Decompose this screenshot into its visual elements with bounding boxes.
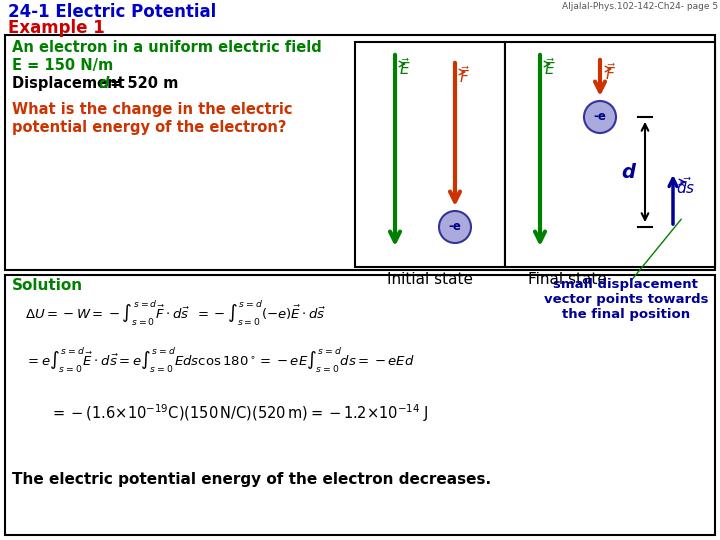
Text: $= e\int_{s=0}^{s=d}\vec{E}\cdot d\vec{s}= e\int_{s=0}^{s=d}Eds\cos 180^\circ= -: $= e\int_{s=0}^{s=d}\vec{E}\cdot d\vec{s… (25, 345, 415, 374)
Circle shape (584, 101, 616, 133)
Text: 24-1 Electric Potential: 24-1 Electric Potential (8, 3, 216, 21)
Text: $\vec{F}$: $\vec{F}$ (459, 65, 470, 86)
Text: small displacement
vector points towards
the final position: small displacement vector points towards… (544, 278, 708, 321)
Text: $\vec{F}$: $\vec{F}$ (605, 62, 616, 83)
Text: $\vec{E}$: $\vec{E}$ (544, 57, 556, 78)
Text: = 520 m: = 520 m (105, 76, 179, 91)
Circle shape (439, 211, 471, 243)
Text: -e: -e (593, 111, 606, 124)
Bar (355, 42, 505, 267)
Text: Final state: Final state (528, 272, 607, 287)
Bar (5, 275, 715, 535)
Text: What is the change in the electric: What is the change in the electric (12, 102, 292, 117)
Text: $\vec{ds}$: $\vec{ds}$ (676, 176, 696, 197)
Text: E = 150 N/m: E = 150 N/m (12, 58, 113, 73)
Text: $\Delta U = -W = -\int_{s=0}^{s=d}\vec{F}\cdot d\vec{s}\;\;= -\int_{s=0}^{s=d}(-: $\Delta U = -W = -\int_{s=0}^{s=d}\vec{F… (25, 298, 326, 327)
Text: d: d (98, 76, 109, 91)
Text: $= -(1.6{\times}10^{-19}\mathrm{C})(150\,\mathrm{N/C})(520\,\mathrm{m})= -1.2{\t: $= -(1.6{\times}10^{-19}\mathrm{C})(150\… (50, 402, 428, 424)
Bar (505, 42, 715, 267)
Text: Displacement: Displacement (12, 76, 130, 91)
Text: potential energy of the electron?: potential energy of the electron? (12, 120, 287, 135)
Text: Aljalal-Phys.102-142-Ch24- page 5: Aljalal-Phys.102-142-Ch24- page 5 (562, 2, 718, 11)
Text: Example 1: Example 1 (8, 19, 104, 37)
Text: $\vec{E}$: $\vec{E}$ (399, 57, 410, 78)
Text: Solution: Solution (12, 278, 83, 293)
Text: -e: -e (449, 220, 462, 233)
Text: An electron in a uniform electric field: An electron in a uniform electric field (12, 40, 322, 55)
Bar (5, 35, 715, 270)
Text: d: d (621, 163, 635, 181)
Text: Initial state: Initial state (387, 272, 473, 287)
Text: The electric potential energy of the electron decreases.: The electric potential energy of the ele… (12, 472, 491, 487)
